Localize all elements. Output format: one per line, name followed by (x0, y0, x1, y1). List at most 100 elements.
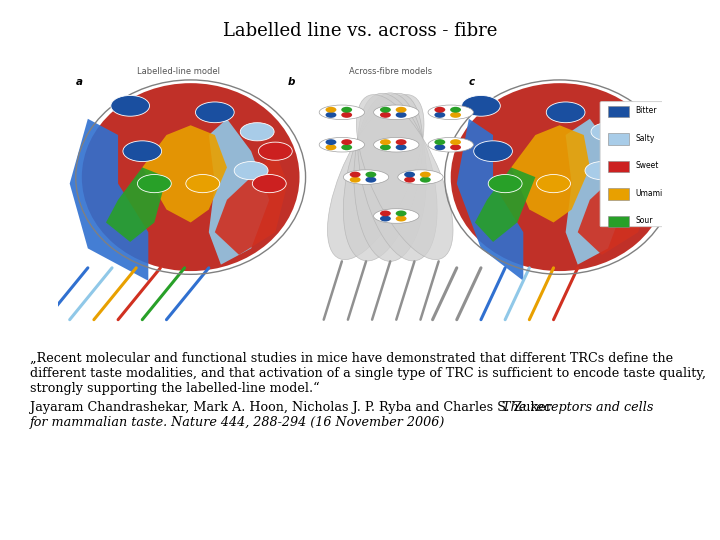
Circle shape (450, 107, 461, 113)
Ellipse shape (374, 208, 419, 224)
Circle shape (380, 112, 391, 118)
Circle shape (350, 177, 361, 183)
Ellipse shape (428, 137, 474, 152)
Ellipse shape (82, 83, 300, 271)
Circle shape (138, 174, 171, 193)
Circle shape (186, 174, 220, 193)
Circle shape (591, 123, 625, 141)
Text: strongly supporting the labelled-line model.“: strongly supporting the labelled-line mo… (30, 382, 320, 395)
Circle shape (450, 144, 461, 150)
Circle shape (366, 172, 377, 178)
Bar (608, 106, 629, 117)
Ellipse shape (319, 137, 364, 152)
Polygon shape (511, 125, 590, 222)
Circle shape (396, 112, 407, 118)
Circle shape (396, 215, 407, 221)
Circle shape (434, 139, 445, 145)
Polygon shape (456, 119, 523, 281)
Bar (608, 216, 629, 227)
Ellipse shape (374, 137, 419, 152)
Text: The receptors and cells: The receptors and cells (502, 401, 653, 414)
Text: b: b (287, 77, 294, 87)
Polygon shape (566, 119, 626, 265)
Circle shape (420, 177, 431, 183)
Circle shape (450, 112, 461, 118)
Circle shape (603, 174, 637, 193)
Circle shape (488, 174, 522, 193)
Text: Sour: Sour (635, 217, 653, 225)
Circle shape (450, 139, 461, 145)
Circle shape (123, 141, 161, 161)
Ellipse shape (356, 94, 453, 260)
Circle shape (325, 139, 336, 145)
Circle shape (396, 144, 407, 150)
Text: Umami: Umami (635, 189, 662, 198)
Text: a: a (76, 77, 83, 87)
Bar (608, 161, 629, 172)
Circle shape (196, 102, 234, 123)
Circle shape (325, 107, 336, 113)
Ellipse shape (319, 105, 364, 120)
Circle shape (434, 112, 445, 118)
Circle shape (341, 107, 352, 113)
Ellipse shape (374, 105, 419, 120)
Text: Sweet: Sweet (635, 161, 659, 170)
Circle shape (325, 112, 336, 118)
Circle shape (341, 144, 352, 150)
FancyBboxPatch shape (600, 102, 665, 227)
Circle shape (341, 139, 352, 145)
Circle shape (462, 96, 500, 116)
Circle shape (380, 107, 391, 113)
Circle shape (380, 144, 391, 150)
Circle shape (325, 144, 336, 150)
Text: different taste modalities, and that activation of a single type of TRC is suffi: different taste modalities, and that act… (30, 367, 706, 380)
Text: Bitter: Bitter (635, 106, 657, 115)
Circle shape (404, 172, 415, 178)
Text: Labelled line vs. across - fibre: Labelled line vs. across - fibre (222, 22, 498, 40)
Ellipse shape (428, 105, 474, 120)
Circle shape (546, 102, 585, 123)
Ellipse shape (328, 94, 424, 260)
Text: Jayaram Chandrashekar, Mark A. Hoon, Nicholas J. P. Ryba and Charles S. Zuker: Jayaram Chandrashekar, Mark A. Hoon, Nic… (30, 401, 556, 414)
Circle shape (434, 107, 445, 113)
Bar (608, 133, 629, 145)
Circle shape (585, 161, 619, 180)
Circle shape (111, 96, 150, 116)
Polygon shape (475, 167, 536, 242)
Text: for mammalian taste. Nature 444, 288-294 (16 November 2006): for mammalian taste. Nature 444, 288-294… (30, 416, 446, 429)
Circle shape (396, 139, 407, 145)
Circle shape (434, 144, 445, 150)
Circle shape (366, 177, 377, 183)
Ellipse shape (451, 83, 668, 271)
Circle shape (396, 211, 407, 217)
Circle shape (609, 142, 643, 160)
Text: Labelled-line model: Labelled-line model (137, 67, 220, 76)
Circle shape (380, 139, 391, 145)
Circle shape (474, 141, 513, 161)
Text: Salty: Salty (635, 134, 654, 143)
Circle shape (420, 172, 431, 178)
Circle shape (234, 161, 268, 180)
Circle shape (350, 172, 361, 178)
Ellipse shape (358, 93, 437, 261)
Polygon shape (209, 119, 269, 265)
Circle shape (240, 123, 274, 141)
Circle shape (396, 107, 407, 113)
Text: Across-fibre models: Across-fibre models (348, 67, 432, 76)
Polygon shape (143, 125, 227, 222)
Circle shape (536, 174, 570, 193)
Circle shape (252, 174, 287, 193)
Ellipse shape (397, 170, 444, 185)
Ellipse shape (343, 93, 423, 261)
Polygon shape (106, 167, 166, 242)
Polygon shape (215, 151, 287, 255)
Circle shape (380, 211, 391, 217)
Circle shape (341, 112, 352, 118)
Text: c: c (469, 77, 475, 87)
Polygon shape (577, 151, 650, 255)
Circle shape (258, 142, 292, 160)
Circle shape (404, 177, 415, 183)
Polygon shape (70, 119, 148, 281)
Bar (608, 188, 629, 200)
Text: „Recent molecular and functional studies in mice have demonstrated that differen: „Recent molecular and functional studies… (30, 352, 673, 365)
